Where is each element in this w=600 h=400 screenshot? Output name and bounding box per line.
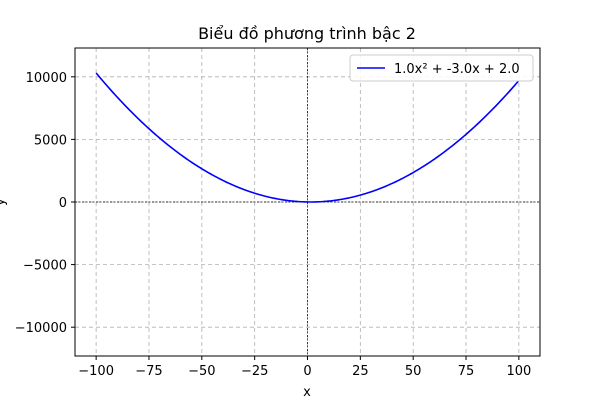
y-tick-label: −10000 (15, 321, 67, 336)
x-tick-label: −75 (135, 364, 162, 379)
series-layer (95, 72, 520, 203)
x-axis-ticks: −100 −75 −50 −25 0 25 50 75 100 (78, 356, 531, 379)
legend-box (349, 54, 534, 82)
y-tick-label: 5000 (34, 133, 67, 148)
legend-label: 1.0x² + -3.0x + 2.0 (394, 62, 520, 77)
x-tick-label: −50 (188, 364, 215, 379)
x-tick-label: −25 (241, 364, 268, 379)
x-axis-label: x (303, 385, 311, 400)
x-tick-label: 25 (352, 364, 369, 379)
x-tick-label: 0 (303, 364, 311, 379)
y-tick-label: 10000 (26, 71, 67, 86)
x-tick-label: 75 (458, 364, 475, 379)
x-tick-label: −100 (78, 364, 114, 379)
x-tick-label: 50 (405, 364, 422, 379)
legend: 1.0x² + -3.0x + 2.0 (349, 54, 534, 82)
series-line (95, 72, 520, 203)
chart-title: Biểu đồ phương trình bậc 2 (198, 24, 416, 43)
y-tick-label: 0 (59, 196, 67, 211)
y-tick-label: −5000 (23, 259, 67, 274)
y-axis-label: y (0, 198, 8, 206)
x-tick-label: 100 (506, 364, 531, 379)
y-axis-ticks: −10000 −5000 0 5000 10000 (15, 71, 75, 336)
